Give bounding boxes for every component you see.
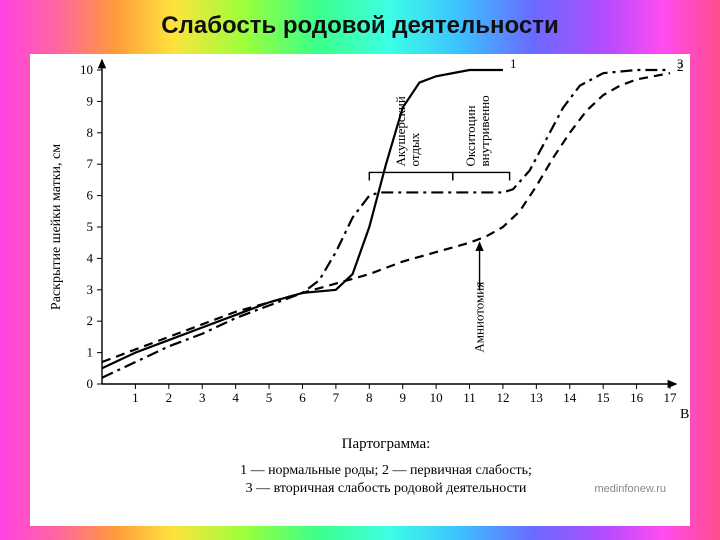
svg-text:8: 8 [366, 390, 373, 405]
svg-text:10: 10 [430, 390, 443, 405]
partogram-chart: 0123456789101234567891011121314151617Вре… [30, 54, 690, 526]
svg-text:10: 10 [80, 62, 93, 77]
svg-text:1: 1 [132, 390, 139, 405]
svg-text:7: 7 [87, 156, 94, 171]
chart-panel: 0123456789101234567891011121314151617Вре… [30, 54, 690, 526]
svg-text:Время, ч: Время, ч [680, 407, 690, 422]
svg-text:9: 9 [87, 93, 94, 108]
svg-text:1: 1 [510, 56, 517, 71]
svg-text:6: 6 [299, 390, 306, 405]
svg-text:Амниотомия: Амниотомия [472, 282, 487, 353]
svg-text:1: 1 [87, 345, 94, 360]
svg-text:4: 4 [232, 390, 239, 405]
svg-text:2: 2 [166, 390, 173, 405]
svg-text:Раскрытие шейки матки, см: Раскрытие шейки матки, см [49, 144, 64, 310]
svg-text:13: 13 [530, 390, 543, 405]
svg-text:4: 4 [87, 250, 94, 265]
svg-text:1 — нормальные роды; 2 — перви: 1 — нормальные роды; 2 — первичная слабо… [240, 463, 532, 478]
svg-text:Акушерский: Акушерский [393, 96, 408, 166]
slide-title: Слабость родовой деятельности [0, 12, 720, 40]
svg-text:5: 5 [266, 390, 273, 405]
svg-text:16: 16 [630, 390, 644, 405]
svg-text:2: 2 [87, 313, 94, 328]
svg-text:отдых: отдых [407, 132, 422, 166]
svg-text:3: 3 [677, 56, 684, 71]
svg-text:внутривенно: внутривенно [477, 95, 492, 166]
svg-text:14: 14 [563, 390, 577, 405]
svg-text:3 — вторичная слабость родовой: 3 — вторичная слабость родовой деятельно… [246, 481, 527, 496]
svg-text:9: 9 [399, 390, 406, 405]
svg-text:17: 17 [664, 390, 678, 405]
svg-text:12: 12 [496, 390, 509, 405]
svg-text:3: 3 [87, 282, 94, 297]
svg-text:7: 7 [333, 390, 340, 405]
svg-text:Окситоцин: Окситоцин [463, 105, 478, 166]
svg-text:Партограмма:: Партограмма: [342, 436, 431, 452]
svg-text:0: 0 [87, 376, 94, 391]
svg-text:3: 3 [199, 390, 206, 405]
svg-text:15: 15 [597, 390, 610, 405]
svg-text:5: 5 [87, 219, 94, 234]
svg-text:medinfonew.ru: medinfonew.ru [594, 483, 666, 495]
svg-text:8: 8 [87, 125, 94, 140]
svg-text:6: 6 [87, 188, 94, 203]
svg-text:11: 11 [463, 390, 476, 405]
